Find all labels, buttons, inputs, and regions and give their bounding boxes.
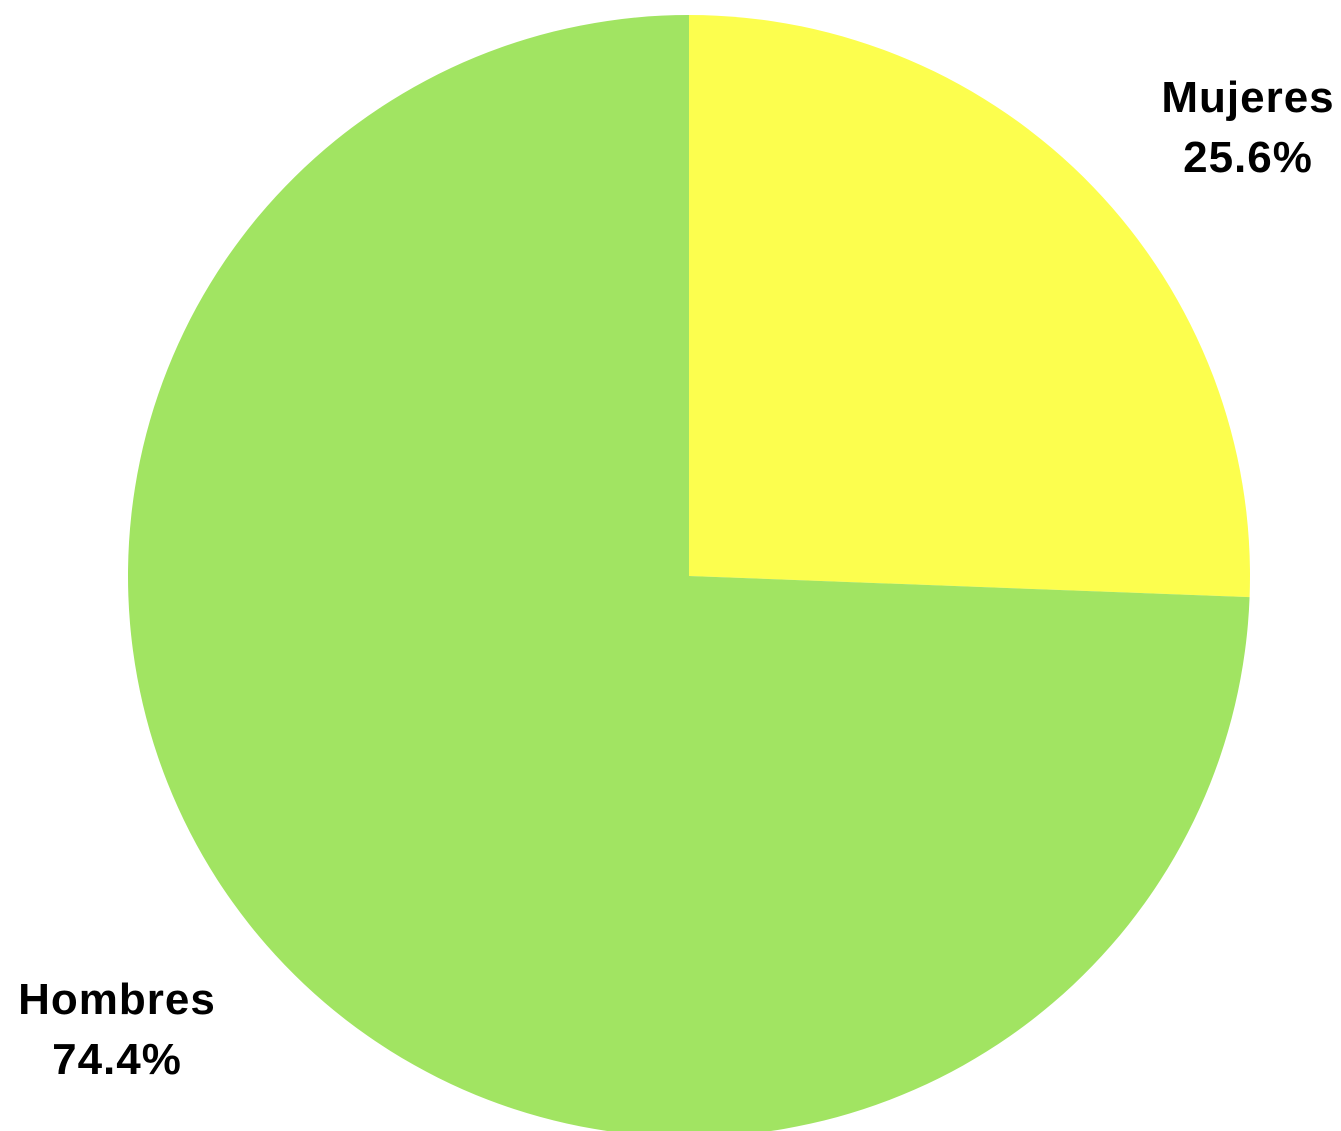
label-hombres-category: Hombres [18,975,216,1024]
label-hombres-value: 74.4% [52,1035,182,1084]
label-mujeres-value: 25.6% [1183,133,1313,182]
slice-hombres [128,15,1250,1131]
slice-labels: Mujeres 25.6% Hombres 74.4% [18,73,1334,1084]
pie-slices [128,15,1250,1131]
label-mujeres-category: Mujeres [1161,73,1334,122]
slice-mujeres [689,15,1250,598]
